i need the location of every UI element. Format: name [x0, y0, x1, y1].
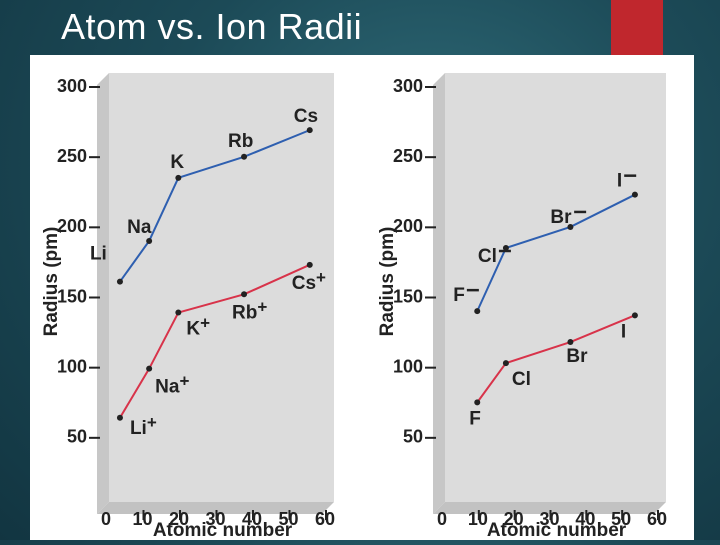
right-ions-point — [567, 339, 574, 346]
right-panel-back — [445, 73, 666, 502]
left-ions-charge: + — [147, 413, 157, 432]
right-xtick-label: 40 — [575, 509, 595, 529]
left-ions-point — [175, 309, 182, 316]
right-ions-line — [476, 314, 636, 403]
left-xtick-label: 10 — [132, 509, 152, 529]
right-xtick-label: 50 — [611, 509, 631, 529]
left-ions-point — [241, 291, 248, 298]
left-atoms-label: Rb — [228, 131, 253, 152]
left-xtick-label: 50 — [278, 509, 298, 529]
left-ions-charge: + — [257, 297, 267, 316]
left-ions-point — [116, 414, 123, 421]
left-yaxis-label: Radius (pm) — [41, 227, 62, 337]
left-atoms-label: Cs — [294, 106, 318, 127]
right-atoms-label: Cl — [478, 246, 497, 267]
right-atoms-point — [502, 244, 509, 251]
left-ions-charge: + — [200, 314, 210, 333]
left-ytick-label: 200 — [57, 216, 87, 236]
right-ions-point — [631, 312, 638, 319]
right-panel-side — [433, 73, 445, 514]
left-atoms-point — [306, 127, 313, 134]
left-atoms-point — [146, 237, 153, 244]
right-atoms-point — [567, 223, 574, 230]
right-ytick-label: 50 — [403, 427, 423, 447]
right-xtick-label: 60 — [647, 509, 667, 529]
right-ytick-label: 300 — [393, 76, 423, 96]
left-ytick-label: 150 — [57, 286, 87, 306]
right-ytick-label: 250 — [393, 146, 423, 166]
left-atoms-label: Na — [127, 217, 152, 238]
right-ions-label: I — [621, 321, 626, 342]
left-panel-side — [97, 73, 109, 514]
right-yaxis-label: Radius (pm) — [377, 227, 398, 337]
left-ions-point — [306, 261, 313, 268]
left-xtick-label: 30 — [205, 509, 225, 529]
right-ions-point — [474, 399, 481, 406]
right-ytick-label: 150 — [393, 286, 423, 306]
left-panel-floor — [97, 502, 334, 514]
right-xtick-label: 10 — [468, 509, 488, 529]
right-xtick-label: 20 — [504, 509, 524, 529]
chart-figure: 50 100 150 200 250 300 0 10 20 30 40 50 60 Atomic num… — [30, 55, 694, 541]
left-atoms-point — [175, 174, 182, 181]
right-xtick-label: 0 — [437, 509, 447, 529]
right-ions-label: Br — [566, 346, 588, 367]
right-ions-point — [502, 360, 509, 367]
accent-bar — [611, 0, 663, 56]
right-atoms-label: I — [617, 171, 622, 192]
left-ytick-label: 50 — [67, 427, 87, 447]
left-atoms-label: K — [170, 152, 184, 173]
left-ytick-label: 300 — [57, 76, 87, 96]
left-atoms-point — [116, 278, 123, 285]
left-xaxis-label: Atomic number — [153, 520, 293, 540]
left-xtick-label: 60 — [315, 509, 335, 529]
right-atoms-label: F — [453, 285, 465, 306]
left-atoms-point — [241, 153, 248, 160]
left-panel-back — [109, 73, 334, 502]
right-ytick-label: 200 — [393, 216, 423, 236]
right-ions-label: F — [469, 408, 481, 429]
right-chart: 50 100 150 200 250 300 0 10 20 30 40 50 60 Atomic num… — [377, 73, 667, 541]
left-ytick-label: 250 — [57, 146, 87, 166]
left-ions-point — [146, 365, 153, 372]
right-atoms-label: Br — [550, 207, 572, 228]
right-ions-label: Cl — [512, 369, 531, 390]
left-xtick-label: 0 — [101, 509, 111, 529]
left-ytick-label: 100 — [57, 356, 87, 376]
left-xtick-label: 40 — [242, 509, 262, 529]
left-ions-charge: + — [316, 268, 326, 287]
right-atoms-point — [474, 308, 481, 315]
left-atoms-label: Li — [90, 244, 107, 265]
left-chart: 50 100 150 200 250 300 0 10 20 30 40 50 60 Atomic num… — [41, 73, 335, 541]
right-xaxis-label: Atomic number — [487, 520, 627, 540]
slide-title: Atom vs. Ion Radii — [61, 6, 363, 47]
right-atoms-line — [476, 193, 636, 312]
right-xtick-label: 30 — [539, 509, 559, 529]
left-ions-charge: + — [179, 372, 189, 391]
right-atoms-point — [631, 191, 638, 198]
right-panel-floor — [433, 502, 666, 514]
left-xtick-label: 20 — [169, 509, 189, 529]
right-ytick-label: 100 — [393, 356, 423, 376]
